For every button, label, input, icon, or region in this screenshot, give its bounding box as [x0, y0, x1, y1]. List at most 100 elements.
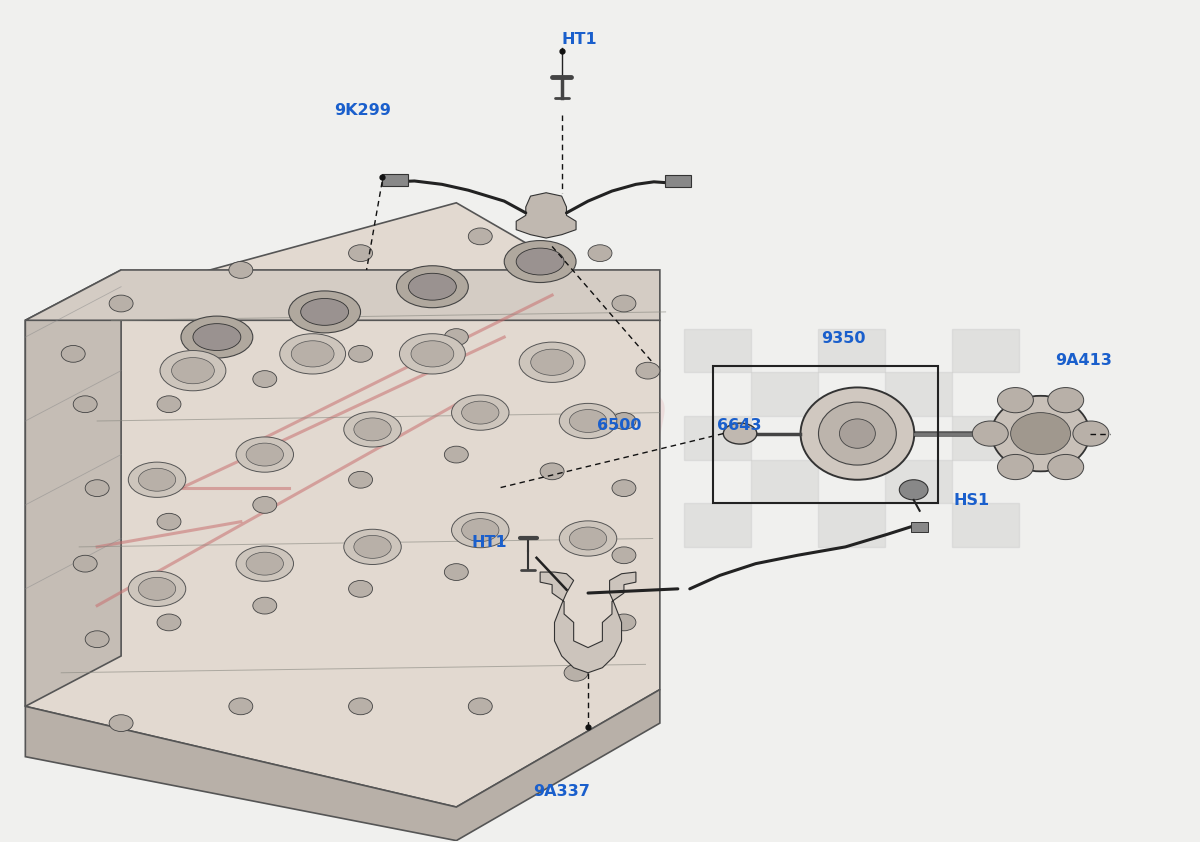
- Text: HT1: HT1: [562, 32, 598, 46]
- Circle shape: [997, 387, 1033, 413]
- Bar: [952, 416, 1019, 460]
- Ellipse shape: [289, 291, 360, 333]
- Bar: [684, 416, 751, 460]
- Text: 6643: 6643: [718, 418, 762, 433]
- Ellipse shape: [128, 462, 186, 498]
- Ellipse shape: [840, 419, 875, 448]
- Bar: [713, 366, 937, 504]
- Circle shape: [109, 715, 133, 732]
- Ellipse shape: [462, 401, 499, 424]
- Ellipse shape: [559, 403, 617, 439]
- Circle shape: [612, 547, 636, 563]
- Ellipse shape: [569, 527, 607, 550]
- Circle shape: [1048, 387, 1084, 413]
- Circle shape: [612, 614, 636, 631]
- Circle shape: [1010, 413, 1070, 455]
- Circle shape: [444, 563, 468, 580]
- Bar: [684, 504, 751, 547]
- Text: HS1: HS1: [953, 493, 989, 509]
- Ellipse shape: [408, 274, 456, 300]
- Circle shape: [540, 463, 564, 480]
- Ellipse shape: [530, 349, 574, 376]
- Text: 9A337: 9A337: [533, 785, 590, 799]
- Bar: [665, 175, 691, 187]
- Ellipse shape: [343, 530, 401, 564]
- Ellipse shape: [400, 333, 466, 374]
- Text: 6500: 6500: [598, 418, 642, 433]
- Ellipse shape: [160, 350, 226, 391]
- Bar: [818, 416, 884, 460]
- Circle shape: [612, 295, 636, 312]
- Circle shape: [253, 597, 277, 614]
- Bar: [952, 504, 1019, 547]
- Ellipse shape: [246, 443, 283, 466]
- Polygon shape: [25, 270, 660, 320]
- Ellipse shape: [410, 341, 454, 367]
- Circle shape: [468, 228, 492, 245]
- Polygon shape: [25, 270, 121, 706]
- Ellipse shape: [193, 323, 241, 350]
- Ellipse shape: [516, 248, 564, 275]
- Circle shape: [540, 345, 564, 362]
- Polygon shape: [516, 193, 576, 238]
- Ellipse shape: [451, 513, 509, 548]
- Ellipse shape: [301, 298, 348, 325]
- Bar: [751, 460, 818, 504]
- Circle shape: [73, 396, 97, 413]
- Bar: [818, 328, 884, 372]
- Circle shape: [61, 345, 85, 362]
- Circle shape: [253, 370, 277, 387]
- Polygon shape: [540, 572, 636, 673]
- Ellipse shape: [462, 519, 499, 541]
- Ellipse shape: [236, 546, 294, 581]
- Circle shape: [444, 328, 468, 345]
- Ellipse shape: [504, 241, 576, 283]
- Text: HT1: HT1: [472, 536, 508, 550]
- Polygon shape: [25, 690, 660, 840]
- Ellipse shape: [396, 266, 468, 307]
- Circle shape: [972, 421, 1008, 446]
- Ellipse shape: [991, 396, 1090, 472]
- Ellipse shape: [520, 342, 586, 382]
- Circle shape: [85, 631, 109, 647]
- Ellipse shape: [138, 578, 175, 600]
- Circle shape: [564, 664, 588, 681]
- Circle shape: [612, 413, 636, 429]
- Circle shape: [157, 396, 181, 413]
- Bar: [684, 328, 751, 372]
- Circle shape: [348, 245, 372, 262]
- Ellipse shape: [128, 571, 186, 606]
- Circle shape: [229, 262, 253, 279]
- Circle shape: [997, 455, 1033, 480]
- Text: 9K299: 9K299: [335, 103, 391, 118]
- Bar: [884, 460, 952, 504]
- Ellipse shape: [246, 552, 283, 575]
- Bar: [751, 372, 818, 416]
- Text: soaavia: soaavia: [241, 372, 671, 470]
- Circle shape: [444, 446, 468, 463]
- Circle shape: [348, 698, 372, 715]
- Text: 9A413: 9A413: [1055, 353, 1112, 368]
- Circle shape: [588, 245, 612, 262]
- Ellipse shape: [138, 468, 175, 491]
- Circle shape: [348, 345, 372, 362]
- Bar: [884, 372, 952, 416]
- Circle shape: [348, 472, 372, 488]
- Ellipse shape: [800, 387, 914, 480]
- Circle shape: [1048, 455, 1084, 480]
- Ellipse shape: [236, 437, 294, 472]
- Circle shape: [468, 698, 492, 715]
- Bar: [818, 504, 884, 547]
- Circle shape: [636, 362, 660, 379]
- Circle shape: [229, 698, 253, 715]
- Bar: [952, 328, 1019, 372]
- Circle shape: [1073, 421, 1109, 446]
- Ellipse shape: [354, 536, 391, 558]
- Ellipse shape: [354, 418, 391, 441]
- Polygon shape: [25, 203, 660, 807]
- Circle shape: [157, 514, 181, 530]
- Circle shape: [612, 480, 636, 497]
- Circle shape: [253, 497, 277, 514]
- Circle shape: [157, 614, 181, 631]
- Ellipse shape: [569, 409, 607, 433]
